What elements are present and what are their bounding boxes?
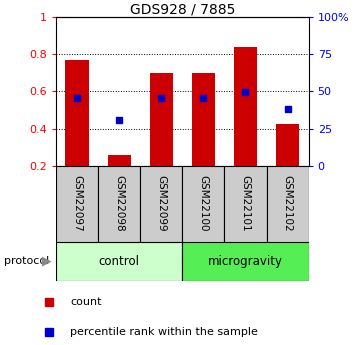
Text: microgravity: microgravity (208, 255, 283, 268)
Bar (234, 47, 257, 166)
Text: control: control (99, 255, 140, 268)
Bar (65, 60, 88, 166)
Text: protocol: protocol (4, 256, 49, 266)
FancyBboxPatch shape (225, 166, 266, 242)
FancyBboxPatch shape (98, 166, 140, 242)
Text: GSM22097: GSM22097 (72, 175, 82, 232)
FancyBboxPatch shape (182, 241, 309, 281)
Text: GSM22099: GSM22099 (156, 175, 166, 232)
Title: GDS928 / 7885: GDS928 / 7885 (130, 2, 235, 16)
Text: GSM22101: GSM22101 (240, 175, 251, 232)
FancyBboxPatch shape (266, 166, 309, 242)
FancyBboxPatch shape (56, 166, 98, 242)
FancyBboxPatch shape (56, 241, 182, 281)
Text: count: count (70, 297, 102, 306)
Bar (192, 73, 215, 166)
Bar (276, 124, 299, 166)
Text: ▶: ▶ (42, 255, 52, 268)
FancyBboxPatch shape (140, 166, 182, 242)
Bar (108, 155, 131, 166)
Text: GSM22098: GSM22098 (114, 175, 124, 232)
Text: percentile rank within the sample: percentile rank within the sample (70, 327, 258, 337)
Text: GSM22100: GSM22100 (198, 175, 208, 232)
Text: GSM22102: GSM22102 (283, 175, 293, 232)
FancyBboxPatch shape (182, 166, 225, 242)
Bar (150, 73, 173, 166)
